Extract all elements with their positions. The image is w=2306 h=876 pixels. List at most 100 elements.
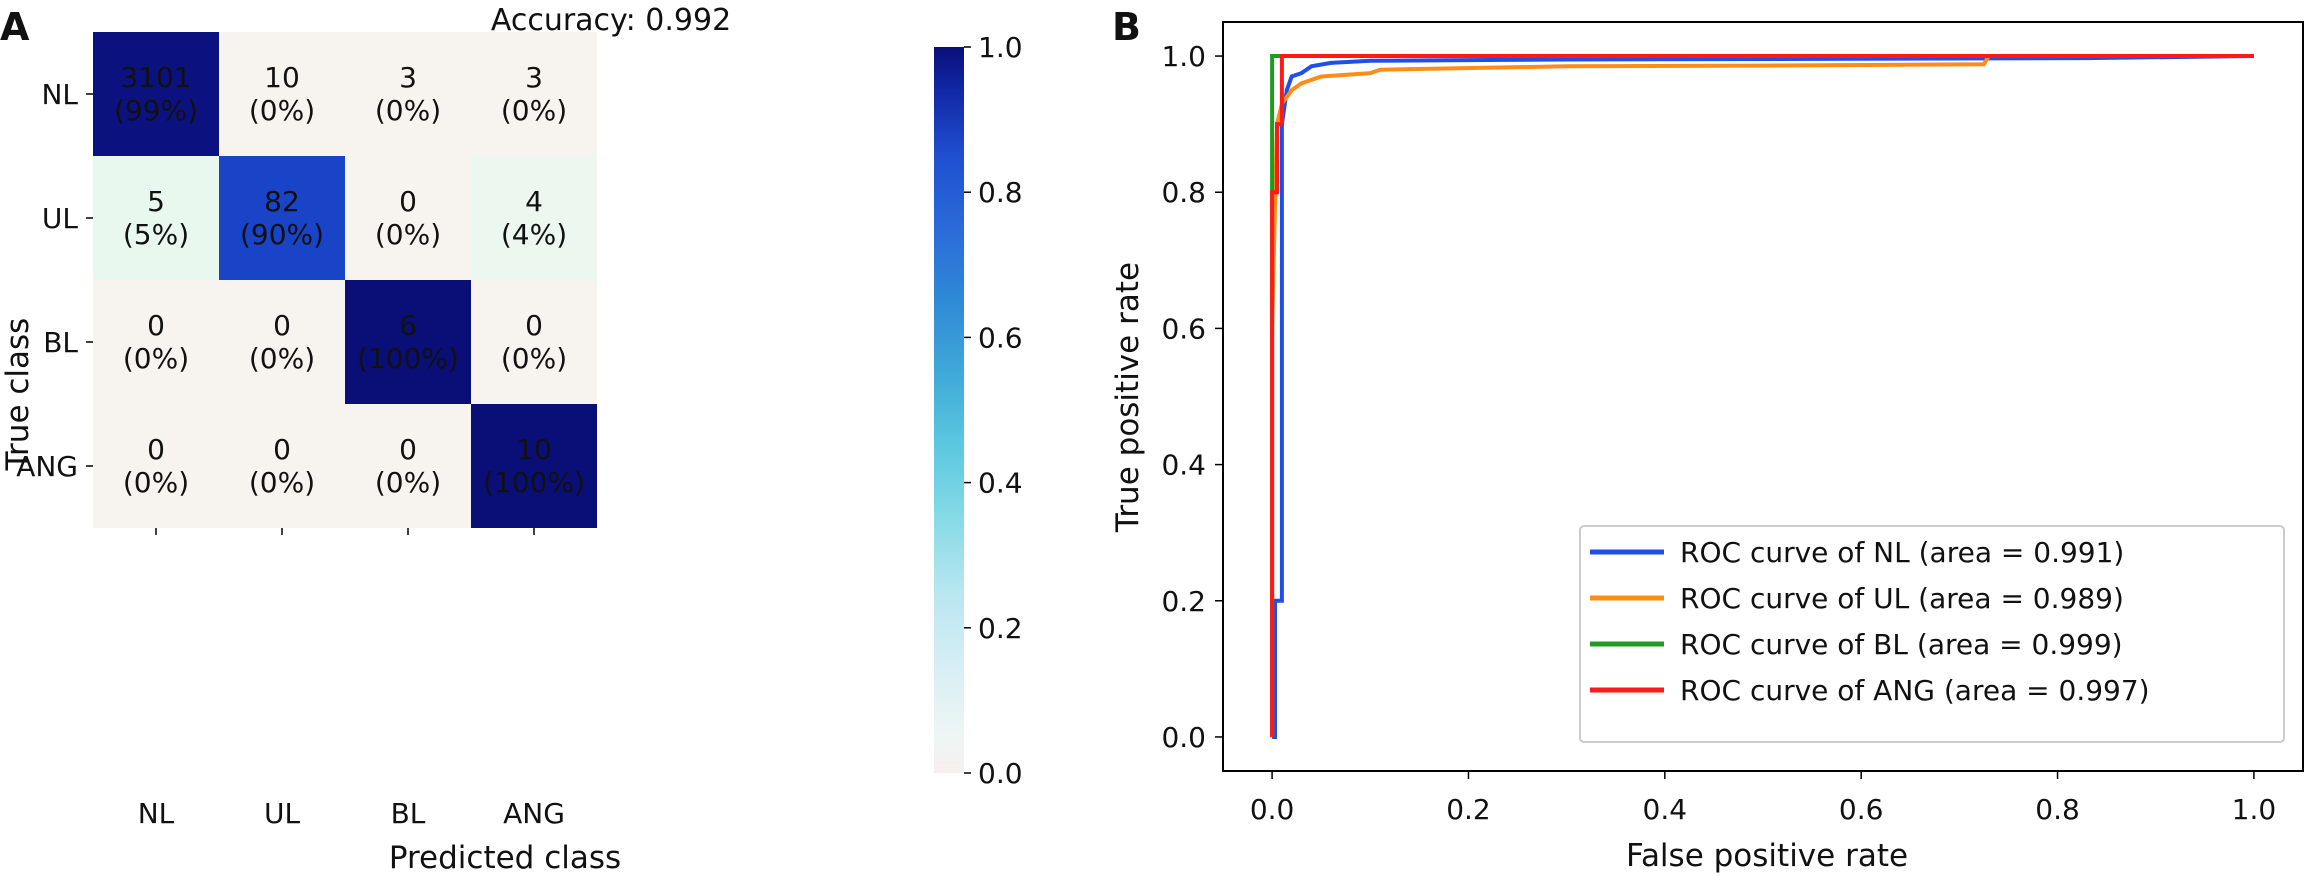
- roc-x-tick-label: 0.8: [2035, 793, 2080, 826]
- cm-cell-percent: (0%): [375, 94, 441, 127]
- confusion-matrix: Accuracy: 0.992 3101(99%)10(0%)3(0%)3(0%…: [0, 3, 731, 876]
- cm-cell-percent: (0%): [249, 466, 315, 499]
- colorbar-tick-label: 1.0: [978, 31, 1023, 64]
- roc-y-axis-label: True positive rate: [1110, 262, 1146, 533]
- cm-cell-count: 4: [525, 185, 543, 218]
- cm-cell: [93, 156, 219, 280]
- roc-series: [1270, 54, 2254, 739]
- cm-cell-count: 3: [399, 61, 417, 94]
- roc-x-tick-label: 0.6: [1839, 793, 1884, 826]
- cm-cell: [93, 280, 219, 404]
- cm-x-axis-label: Predicted class: [389, 840, 621, 876]
- roc-x-tick-label: 0.0: [1250, 793, 1295, 826]
- cm-cell: [471, 404, 597, 528]
- colorbar-tick-label: 0.8: [978, 176, 1023, 209]
- roc-legend-label: ROC curve of ANG (area = 0.997): [1680, 674, 2150, 707]
- cm-cell-percent: (0%): [249, 342, 315, 375]
- roc-x-tick-label: 1.0: [2232, 793, 2277, 826]
- roc-legend: ROC curve of NL (area = 0.991) ROC curve …: [1579, 525, 2285, 743]
- cm-cell-percent: (100%): [357, 342, 459, 375]
- cm-cell-percent: (5%): [123, 218, 189, 251]
- cm-cell-count: 0: [273, 309, 291, 342]
- cm-y-ticks: NL UL BL ANG: [16, 78, 93, 483]
- cm-y-tick-label: BL: [43, 326, 78, 359]
- colorbar-gradient: [934, 47, 964, 773]
- cm-x-tick-label: ANG: [503, 797, 565, 830]
- cm-cell-count: 0: [399, 185, 417, 218]
- roc-series-line: [1270, 54, 2254, 737]
- colorbar-tick-label: 0.6: [978, 321, 1023, 354]
- cm-y-tick-label: NL: [41, 78, 78, 111]
- cm-x-tick-label: NL: [138, 797, 175, 830]
- cm-cell-percent: (0%): [123, 466, 189, 499]
- roc-x-tick-label: 0.4: [1643, 793, 1688, 826]
- roc-y-tick-label: 0.0: [1161, 721, 1206, 754]
- cm-cell-count: 0: [399, 433, 417, 466]
- cm-cell-count: 0: [147, 433, 165, 466]
- colorbar-tick-label: 0.0: [978, 757, 1023, 790]
- cm-cell: [471, 156, 597, 280]
- roc-series-line: [1270, 54, 2254, 737]
- cm-cell: [93, 32, 219, 156]
- roc-legend-label: ROC curve of UL (area = 0.989): [1680, 582, 2124, 615]
- cm-x-tick-label: UL: [264, 797, 300, 830]
- panel-b-label: B: [1112, 5, 1141, 49]
- roc-y-tick-label: 1.0: [1161, 40, 1206, 73]
- cm-cell: [345, 404, 471, 528]
- cm-cell-count: 3: [525, 61, 543, 94]
- cm-cell-count: 10: [516, 433, 552, 466]
- roc-chart: 0.0 0.2 0.4 0.6 0.8 1.0 0.0 0.2 0.4 0.6 0.8 1.0 Fa…: [1110, 21, 2304, 874]
- cm-cell: [219, 404, 345, 528]
- cm-cell-percent: (0%): [249, 94, 315, 127]
- roc-x-ticks: 0.0 0.2 0.4 0.6 0.8 1.0: [1250, 771, 2276, 826]
- cm-y-tick-label: UL: [42, 202, 78, 235]
- cm-cell: [345, 280, 471, 404]
- cm-cell-percent: (0%): [375, 466, 441, 499]
- cm-cell: [93, 404, 219, 528]
- cm-cell: [471, 32, 597, 156]
- roc-x-axis-label: False positive rate: [1626, 838, 1908, 874]
- cm-cell-count: 0: [147, 309, 165, 342]
- cm-cell-percent: (99%): [114, 94, 198, 127]
- cm-cell-percent: (4%): [501, 218, 567, 251]
- cm-cell-count: 5: [147, 185, 165, 218]
- colorbar-tick-label: 0.2: [978, 612, 1023, 645]
- cm-cell-percent: (0%): [501, 342, 567, 375]
- roc-y-ticks: 0.0 0.2 0.4 0.6 0.8 1.0: [1161, 40, 1223, 754]
- cm-cell-count: 10: [264, 61, 300, 94]
- cm-cell-count: 82: [264, 185, 300, 218]
- cm-cell-percent: (90%): [240, 218, 324, 251]
- cm-cell-count: 6: [399, 309, 417, 342]
- cm-cell-percent: (0%): [501, 94, 567, 127]
- cm-cell-percent: (0%): [375, 218, 441, 251]
- cm-cell-count: 0: [273, 433, 291, 466]
- roc-legend-label: ROC curve of BL (area = 0.999): [1680, 628, 2123, 661]
- cm-cell: [471, 280, 597, 404]
- roc-y-tick-label: 0.6: [1161, 312, 1206, 345]
- cm-cell-count: 3101: [120, 61, 191, 94]
- cm-y-axis-label: True class: [0, 318, 36, 472]
- cm-x-ticks: NL UL BL ANG: [138, 528, 565, 830]
- roc-y-tick-label: 0.2: [1161, 585, 1206, 618]
- panel-a-label: A: [0, 5, 30, 49]
- roc-series-line: [1272, 54, 2254, 739]
- roc-y-tick-label: 0.4: [1161, 449, 1206, 482]
- colorbar: 0.0 0.2 0.4 0.6 0.8 1.0: [934, 31, 1023, 790]
- cm-x-tick-label: BL: [391, 797, 426, 830]
- cm-cell: [219, 156, 345, 280]
- cm-cell-percent: (0%): [123, 342, 189, 375]
- cm-cell-count: 0: [525, 309, 543, 342]
- roc-x-tick-label: 0.2: [1446, 793, 1491, 826]
- roc-legend-frame: [1579, 525, 2285, 743]
- cm-cell: [219, 280, 345, 404]
- cm-cells: 3101(99%)10(0%)3(0%)3(0%)5(5%)82(90%)0(0…: [93, 32, 597, 528]
- roc-legend-label: ROC curve of NL (area = 0.991): [1680, 536, 2124, 569]
- cm-cell: [219, 32, 345, 156]
- roc-y-tick-label: 0.8: [1161, 176, 1206, 209]
- colorbar-tick-label: 0.4: [978, 467, 1023, 500]
- colorbar-ticks: 0.0 0.2 0.4 0.6 0.8 1.0: [964, 31, 1023, 790]
- cm-cell: [345, 32, 471, 156]
- cm-cell-percent: (100%): [483, 466, 585, 499]
- cm-cell: [345, 156, 471, 280]
